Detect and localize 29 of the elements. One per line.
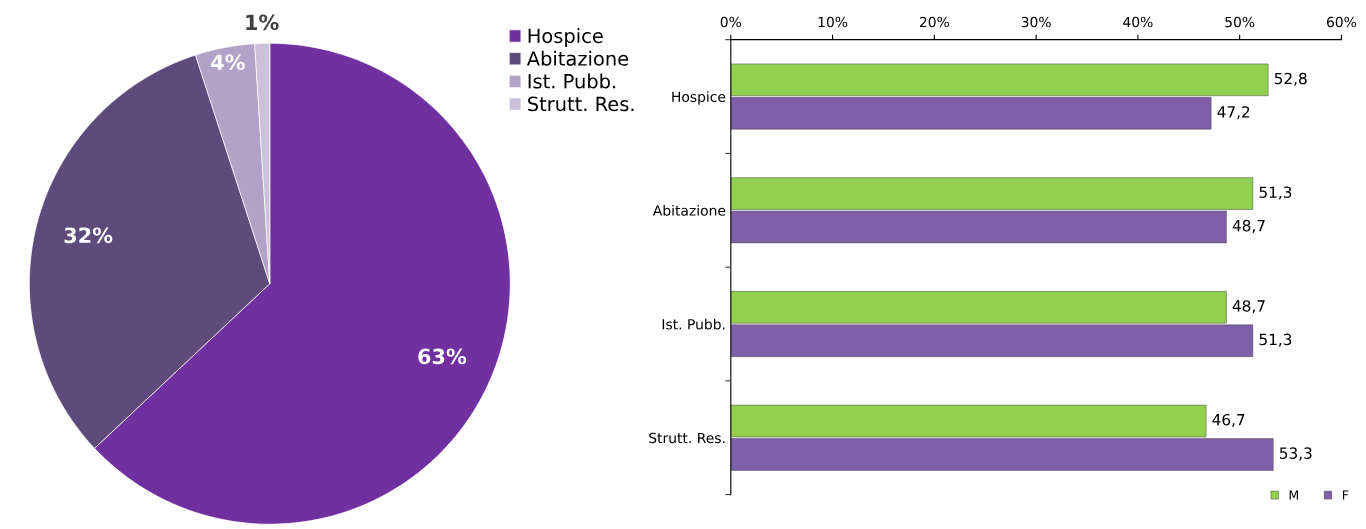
x-tick-label: 0%	[720, 16, 742, 28]
legend-label: F	[1342, 490, 1349, 500]
y-tick-label: Hospice	[672, 91, 726, 105]
data-label: 32%	[64, 227, 113, 244]
y-tick-label: Strutt. Res.	[649, 432, 725, 444]
y-tick-label: Abitazione	[652, 205, 726, 216]
legend-label: M	[1289, 490, 1298, 500]
data-label: 63%	[418, 348, 467, 365]
data-label: 51,3	[1259, 186, 1292, 200]
legend-label: Ist. Pubb.	[528, 73, 616, 89]
data-label: 4%	[211, 54, 245, 71]
x-tick-label: 60%	[1326, 16, 1357, 28]
data-label: 1%	[246, 14, 279, 31]
data-label: 46,7	[1212, 413, 1245, 428]
data-label: 48,7	[1232, 300, 1265, 314]
data-label: 48,7	[1232, 219, 1265, 233]
data-label: 52,8	[1274, 72, 1307, 86]
x-tick-label: 10%	[818, 16, 848, 28]
legend-label: Strutt. Res.	[528, 96, 634, 112]
x-tick-label: 40%	[1123, 16, 1153, 28]
data-label: 51,3	[1259, 333, 1292, 347]
data-label: 47,2	[1217, 106, 1250, 120]
data-label: 53,3	[1279, 447, 1312, 461]
x-tick-label: 20%	[919, 16, 950, 28]
legend-label: Abitazione	[526, 50, 629, 66]
legend-label: Hospice	[528, 28, 603, 47]
x-tick-label: 50%	[1225, 16, 1255, 28]
y-tick-label: Ist. Pubb.	[662, 318, 725, 330]
x-tick-label: 30%	[1021, 16, 1051, 28]
